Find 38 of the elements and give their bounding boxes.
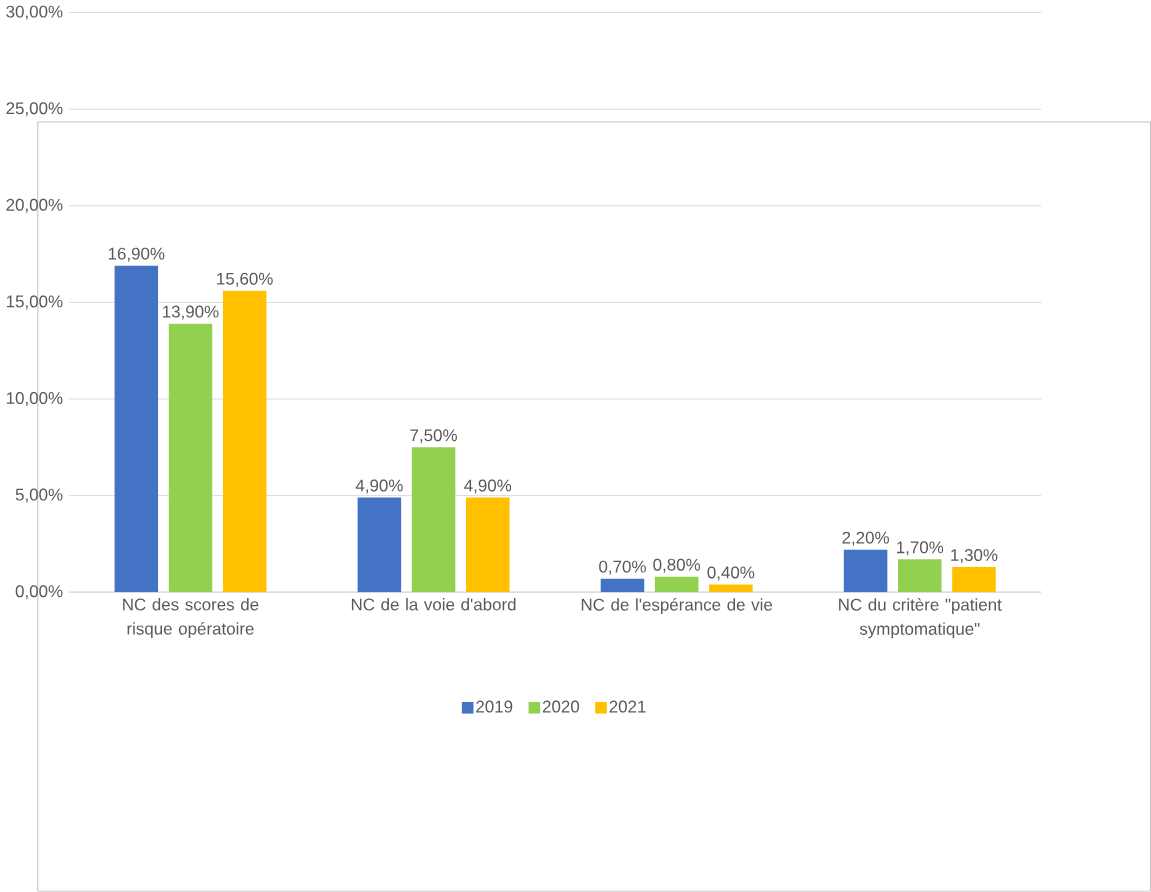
- y-tick-label: 15,00%: [6, 295, 63, 310]
- legend-label: 2021: [609, 700, 646, 713]
- x-tick-label: NC de l'espérance de vie: [581, 598, 773, 615]
- data-label: 4,90%: [355, 479, 403, 494]
- bar: [600, 578, 645, 593]
- bar: [168, 323, 213, 593]
- data-label: 1,70%: [897, 541, 944, 556]
- data-label: 13,90%: [163, 305, 219, 320]
- y-tick-label: 5,00%: [15, 488, 63, 503]
- data-label: 2,20%: [842, 531, 889, 546]
- data-label: 0,40%: [707, 566, 755, 581]
- x-tick-label: NC du critère "patient symptomatique": [839, 598, 1002, 639]
- legend-label: 2020: [542, 700, 580, 713]
- x-tick-label: NC des scores de risque opératoire: [123, 598, 259, 639]
- bar: [357, 497, 402, 593]
- data-label: 7,50%: [410, 429, 457, 444]
- bar: [465, 497, 510, 593]
- y-tick-label: 25,00%: [6, 102, 63, 117]
- bar: [952, 567, 996, 593]
- data-label: 16,90%: [108, 247, 165, 262]
- bar: [843, 549, 888, 593]
- bar: [897, 559, 942, 593]
- data-label: 0,70%: [599, 560, 646, 575]
- x-tick-label: NC de la voie d'abord: [351, 598, 516, 611]
- y-tick-label: 10,00%: [6, 392, 63, 407]
- y-tick-label: 20,00%: [6, 198, 63, 213]
- bar: [709, 584, 753, 593]
- data-label: 4,90%: [464, 479, 512, 494]
- data-label: 0,80%: [653, 558, 701, 573]
- data-label: 15,60%: [217, 272, 273, 287]
- data-label: 1,30%: [951, 549, 998, 564]
- bar: [114, 265, 159, 593]
- y-tick-label: 0,00%: [15, 585, 63, 600]
- bar: [654, 576, 699, 593]
- bar: [411, 447, 456, 593]
- y-tick-label: 30,00%: [6, 5, 63, 20]
- bar: [222, 290, 267, 593]
- legend-label: 2019: [476, 700, 513, 713]
